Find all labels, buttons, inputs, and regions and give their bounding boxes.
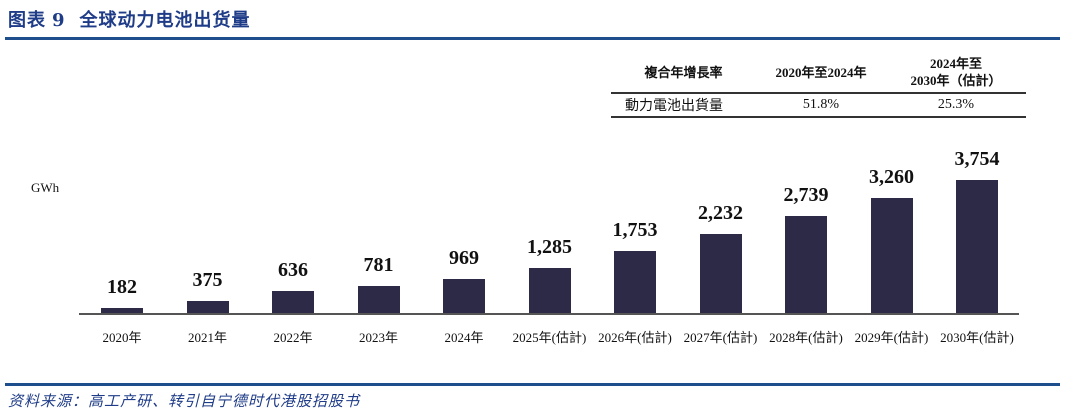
top-divider bbox=[5, 37, 1060, 40]
figure-label: 图表 bbox=[8, 10, 46, 31]
figure-title-text: 全球动力电池出货量 bbox=[79, 10, 251, 31]
bar bbox=[272, 291, 314, 314]
cagr-value-2024-2030: 25.3% bbox=[886, 92, 1026, 118]
bar bbox=[528, 268, 571, 314]
x-tick-label: 2030年(估計) bbox=[940, 330, 1014, 345]
bar-value-label: 2,232 bbox=[698, 202, 743, 224]
bar-value-label: 2,739 bbox=[783, 184, 829, 206]
figure-number: 9 bbox=[52, 10, 66, 31]
bar bbox=[956, 180, 998, 314]
x-tick-label: 2028年(估計) bbox=[769, 330, 843, 345]
bar bbox=[785, 216, 827, 314]
x-axis-line bbox=[79, 313, 1019, 315]
bar-value-label: 182 bbox=[107, 276, 137, 298]
cagr-row-label: 動力電池出貨量 bbox=[611, 92, 756, 118]
cagr-table: 複合年增長率 2020年至2024年 2024年至 2030年（估計） 動力電池出… bbox=[611, 52, 1026, 118]
table-row: 動力電池出貨量 51.8% 25.3% bbox=[611, 92, 1026, 118]
bar-value-label: 375 bbox=[192, 269, 223, 291]
bar-value-label: 781 bbox=[363, 254, 394, 276]
cagr-value-2020-2024: 51.8% bbox=[756, 92, 886, 118]
figure-title: 图表 9 全球动力电池出货量 bbox=[8, 6, 251, 32]
x-tick-label: 2027年(估計) bbox=[683, 330, 758, 345]
bar bbox=[870, 198, 913, 314]
bar-value-label: 636 bbox=[278, 259, 308, 281]
bar bbox=[614, 251, 656, 314]
x-tick-label: 2029年(估計) bbox=[854, 330, 929, 345]
source-note: 资料来源：高工产研、转引自宁德时代港股招股书 bbox=[8, 392, 361, 410]
y-axis-unit: GWh bbox=[31, 180, 60, 195]
bar bbox=[101, 308, 143, 314]
x-tick-label: 2021年 bbox=[187, 330, 227, 345]
cagr-header-2024-2030: 2024年至 2030年（估計） bbox=[910, 56, 1002, 88]
bar-value-label: 1,285 bbox=[527, 236, 572, 258]
bar-value-label: 3,260 bbox=[869, 166, 914, 188]
x-tick-label: 2023年 bbox=[358, 330, 398, 345]
bar-value-label: 969 bbox=[449, 247, 479, 269]
x-tick-label: 2024年 bbox=[444, 330, 484, 345]
x-tick-label: 2025年(估計) bbox=[512, 330, 587, 345]
x-tick-label: 2026年(估計) bbox=[598, 330, 672, 345]
x-tick-label: 2022年 bbox=[273, 330, 313, 345]
cagr-header-2020-2024: 2020年至2024年 bbox=[775, 64, 867, 80]
bar bbox=[443, 279, 485, 314]
bottom-divider bbox=[5, 383, 1060, 386]
bar bbox=[357, 286, 400, 314]
cagr-header-label: 複合年增長率 bbox=[644, 64, 723, 80]
bar bbox=[186, 301, 229, 314]
bar-value-label: 3,754 bbox=[954, 148, 1000, 170]
bar-value-label: 1,753 bbox=[612, 219, 658, 241]
bar bbox=[699, 234, 742, 314]
x-tick-label: 2020年 bbox=[102, 330, 142, 345]
